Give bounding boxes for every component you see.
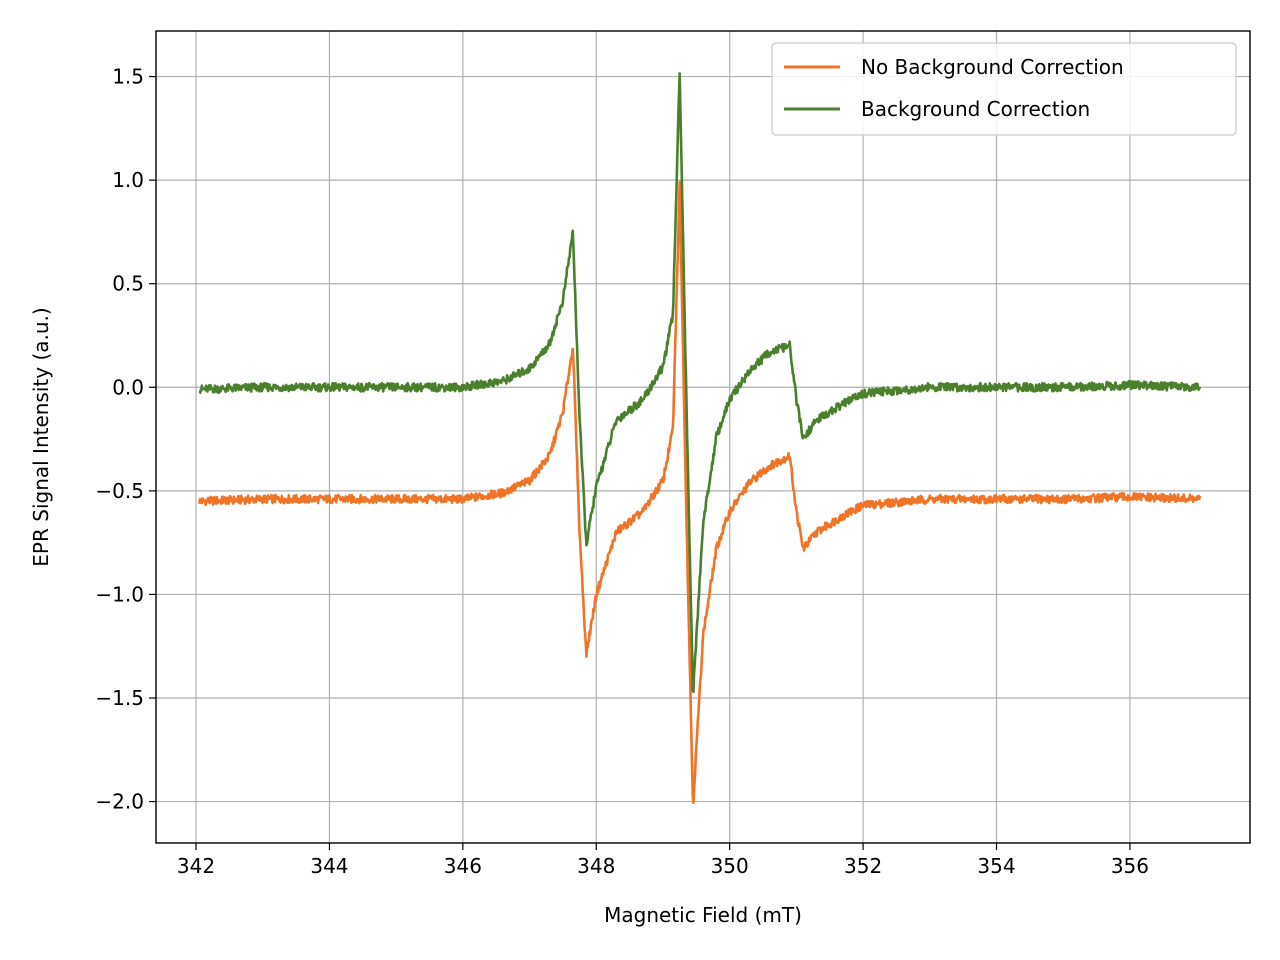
x-tick-label: 352 — [844, 854, 882, 878]
y-tick-label: 0.5 — [112, 272, 144, 296]
series-layer — [198, 72, 1202, 805]
legend: No Background Correction Background Corr… — [771, 42, 1237, 136]
y-axis-label: EPR Signal Intensity (a.u.) — [29, 307, 53, 566]
legend-box — [771, 42, 1237, 136]
series-line-background-correction — [198, 72, 1202, 694]
x-tick-label: 348 — [577, 854, 615, 878]
grid — [156, 31, 1250, 843]
x-tick-label: 350 — [711, 854, 749, 878]
y-tick-label: −1.0 — [95, 582, 144, 606]
x-axis-label: Magnetic Field (mT) — [604, 903, 802, 927]
y-tick-label: 0.0 — [112, 375, 144, 399]
y-tick-label: −2.0 — [95, 790, 144, 814]
x-tick-label: 354 — [977, 854, 1015, 878]
x-tick-label: 342 — [177, 854, 215, 878]
legend-label-background-correction: Background Correction — [861, 97, 1090, 121]
legend-label-no-background-correction: No Background Correction — [861, 55, 1124, 79]
x-tick-label: 346 — [444, 854, 482, 878]
plot-frame — [155, 30, 1251, 844]
y-tick-label: −0.5 — [95, 479, 144, 503]
y-tick-label: 1.0 — [112, 168, 144, 192]
x-tick-label: 356 — [1111, 854, 1149, 878]
y-tick-label: −1.5 — [95, 686, 144, 710]
y-tick-label: 1.5 — [112, 65, 144, 89]
series-line-no-background-correction — [198, 180, 1202, 805]
x-tick-label: 344 — [310, 854, 348, 878]
tick-layer: 342 344 346 348 350 352 354 356 −2.0 −1.5 −1.0 −0.5… — [95, 65, 1149, 878]
